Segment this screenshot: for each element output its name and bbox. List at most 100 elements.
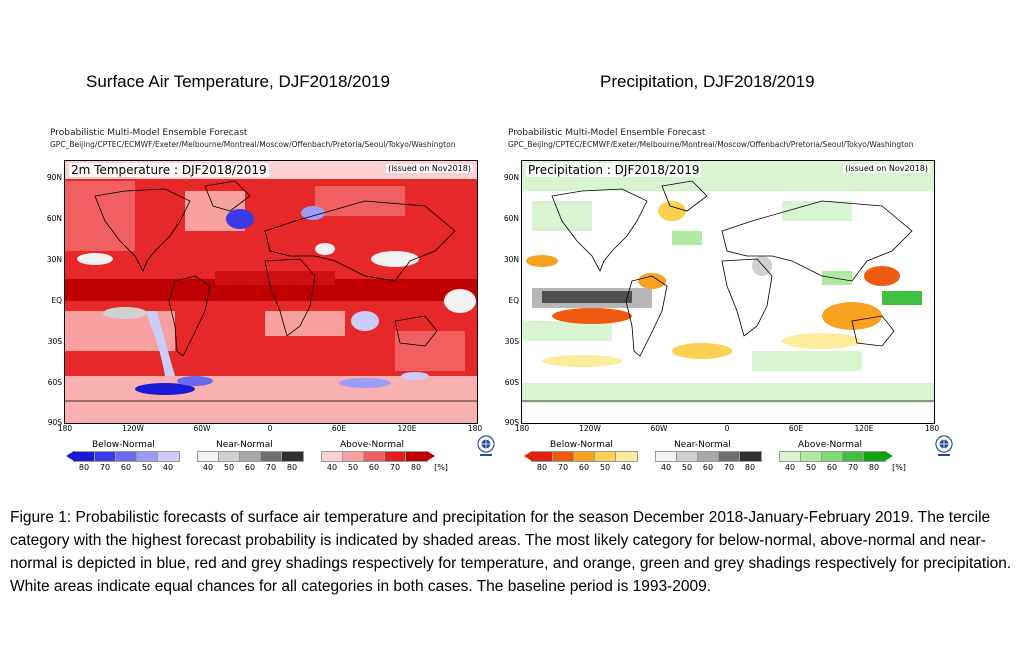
precipitation-centers-header: GPC_Beijing/CPTEC/ECMWF/Exeter/Melbourne… [508, 140, 914, 149]
legend-swatch [552, 451, 575, 462]
lon-tick: 0 [267, 424, 273, 433]
legend-swatch [260, 451, 283, 462]
lat-tick: EQ [51, 296, 62, 305]
wmo-logo-icon [477, 435, 495, 456]
legend-swatch [718, 451, 741, 462]
legend-group-label: Below-Normal [92, 440, 155, 450]
legend-tick-label: 70 [723, 463, 735, 472]
legend-unit-label: [%] [892, 463, 906, 472]
legend-swatch [73, 451, 96, 462]
legend-group-label: Below-Normal [550, 440, 613, 450]
legend-swatch [281, 451, 304, 462]
legend-tick-label: 70 [557, 463, 569, 472]
lat-tick: 30S [504, 337, 519, 346]
lon-tick: 180 [514, 424, 530, 433]
legend-tick-label: 50 [805, 463, 817, 472]
lat-tick: 90N [46, 173, 62, 182]
legend-tick-label: 60 [578, 463, 590, 472]
lat-tick: 60S [47, 378, 62, 387]
legend-tick-label: 40 [784, 463, 796, 472]
legend-tick-label: 50 [347, 463, 359, 472]
legend-swatch [800, 451, 823, 462]
legend-tick-label: 70 [389, 463, 401, 472]
legend-swatch [697, 451, 720, 462]
temperature-centers-header: GPC_Beijing/CPTEC/ECMWF/Exeter/Melbourne… [50, 140, 456, 149]
legend-group-label: Above-Normal [798, 440, 863, 450]
precipitation-forecast-header: Probabilistic Multi-Model Ensemble Forec… [508, 128, 706, 138]
lon-tick: 120W [579, 424, 601, 433]
legend-tick-label: 50 [223, 463, 235, 472]
temperature-map: 2m Temperature : DJF2018/2019 (issued on… [64, 160, 478, 424]
precipitation-map: Precipitation : DJF2018/2019 (issued on … [521, 160, 935, 424]
legend-swatch [197, 451, 220, 462]
legend-arrow-left-icon [524, 451, 532, 461]
legend-swatch [779, 451, 802, 462]
legend-group-label: Above-Normal [340, 440, 405, 450]
temperature-forecast-header: Probabilistic Multi-Model Ensemble Forec… [50, 128, 248, 138]
legend-tick-label: 40 [326, 463, 338, 472]
lat-tick: 30S [47, 337, 62, 346]
temperature-issued-date: (issued on Nov2018) [386, 164, 473, 173]
lon-tick: 60E [331, 424, 347, 433]
legend-swatch [405, 451, 428, 462]
legend-swatch [342, 451, 365, 462]
legend-swatch [239, 451, 262, 462]
lon-tick: 180 [924, 424, 940, 433]
lat-tick: EQ [508, 296, 519, 305]
lat-tick: 60S [504, 378, 519, 387]
lon-tick: 60W [650, 424, 668, 433]
temperature-map-title: 2m Temperature : DJF2018/2019 [69, 163, 269, 177]
temperature-panel-title: Surface Air Temperature, DJF2018/2019 [86, 72, 390, 91]
lon-tick: 120W [122, 424, 144, 433]
lat-tick: 90N [503, 173, 519, 182]
legend-swatch [531, 451, 554, 462]
legend-arrow-right-icon [427, 451, 435, 461]
legend-swatch [676, 451, 699, 462]
legend-tick-label: 60 [368, 463, 380, 472]
legend-tick-label: 80 [536, 463, 548, 472]
precipitation-panel-title: Precipitation, DJF2018/2019 [600, 72, 815, 91]
legend-group-label: Near-Normal [216, 440, 273, 450]
legend-swatch [842, 451, 865, 462]
legend-swatch [136, 451, 159, 462]
legend-arrow-left-icon [66, 451, 74, 461]
lat-tick: 60N [503, 214, 519, 223]
legend-swatch [615, 451, 638, 462]
precipitation-issued-date: (issued on Nov2018) [843, 164, 930, 173]
legend-swatch [363, 451, 386, 462]
legend-tick-label: 70 [265, 463, 277, 472]
legend-tick-label: 70 [99, 463, 111, 472]
legend-swatch [594, 451, 617, 462]
lat-tick: 30N [46, 255, 62, 264]
legend-tick-label: 40 [162, 463, 174, 472]
legend-tick-label: 50 [599, 463, 611, 472]
legend-arrow-right-icon [885, 451, 893, 461]
lon-tick: 60E [788, 424, 804, 433]
lon-tick: 180 [467, 424, 483, 433]
legend-tick-label: 40 [620, 463, 632, 472]
figure-caption: Figure 1: Probabilistic forecasts of sur… [10, 509, 1012, 595]
legend-group-label: Near-Normal [674, 440, 731, 450]
wmo-logo-icon [935, 435, 953, 456]
precipitation-map-graphic [522, 161, 934, 423]
legend-swatch [115, 451, 138, 462]
legend-tick-label: 80 [78, 463, 90, 472]
legend-swatch [321, 451, 344, 462]
legend-tick-label: 50 [141, 463, 153, 472]
lon-tick: 120E [397, 424, 417, 433]
legend-tick-label: 80 [868, 463, 880, 472]
precipitation-map-title: Precipitation : DJF2018/2019 [526, 163, 702, 177]
legend-swatch [94, 451, 117, 462]
legend-tick-label: 60 [702, 463, 714, 472]
lon-tick: 120E [854, 424, 874, 433]
lon-tick: 180 [57, 424, 73, 433]
legend-swatch [739, 451, 762, 462]
lat-tick: 90S [504, 418, 519, 427]
legend-swatch [384, 451, 407, 462]
legend-tick-label: 50 [681, 463, 693, 472]
legend-tick-label: 80 [286, 463, 298, 472]
lat-tick: 90S [47, 418, 62, 427]
legend-tick-label: 70 [847, 463, 859, 472]
lat-tick: 30N [503, 255, 519, 264]
lon-tick: 0 [724, 424, 730, 433]
